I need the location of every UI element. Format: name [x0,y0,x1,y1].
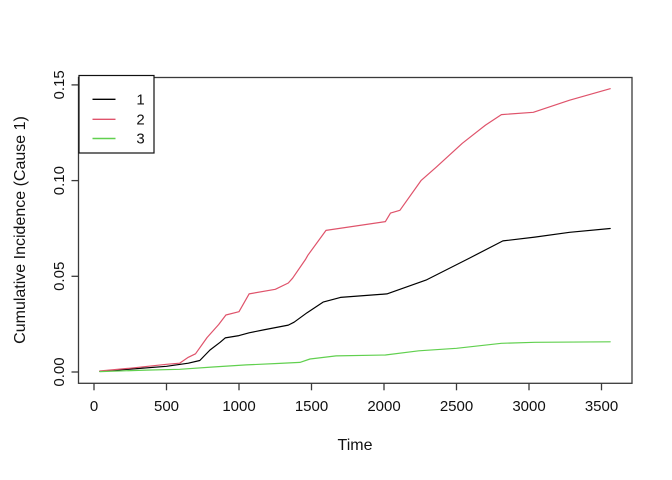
legend-label-2: 2 [136,112,144,129]
legend-label-3: 3 [136,131,144,148]
plot-box [77,76,633,384]
series-line-3 [99,341,611,373]
x-axis-label: Time [338,437,373,454]
plot-frame [77,76,633,384]
legend-label-1: 1 [136,92,144,109]
x-tick-label: 1500 [295,398,328,415]
series-line-1 [99,227,611,372]
y-tick-label: 0.15 [51,70,68,99]
series-line-2 [99,88,611,372]
x-tick-label: 2000 [367,398,400,415]
y-tick-label: 0.10 [51,166,68,195]
x-axis: 0 500 1000 1500 2000 2500 3000 3500 [90,383,618,415]
x-tick-label: 0 [90,398,98,415]
x-tick-label: 1000 [222,398,255,415]
y-tick-label: 0.05 [51,262,68,291]
legend: 1 2 3 [78,74,155,154]
legend-box [78,74,155,154]
y-axis-label: Cumulative Incidence (Cause 1) [12,116,29,344]
x-tick-label: 3000 [512,398,545,415]
series-lines [99,88,611,373]
x-tick-label: 500 [154,398,179,415]
y-axis: 0.00 0.05 0.10 0.15 [51,70,79,387]
x-tick-label: 2500 [440,398,473,415]
x-tick-label: 3500 [585,398,618,415]
y-tick-label: 0.00 [51,357,68,386]
